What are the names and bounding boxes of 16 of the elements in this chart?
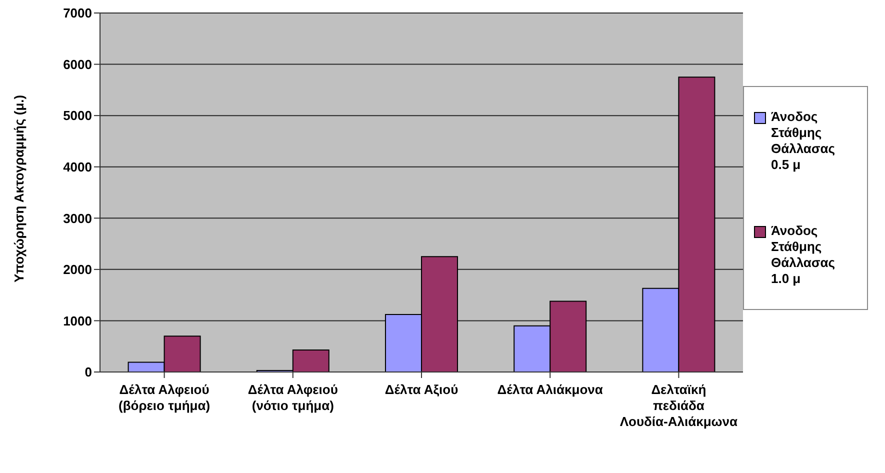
x-tick-label: Δέλτα Αλφειού (βόρειο τμήμα) <box>118 382 210 413</box>
legend-label: Άνοδος Στάθμης Θάλλασας 0.5 μ <box>771 109 836 173</box>
y-tick-label: 1000 <box>63 313 92 328</box>
y-tick-label: 2000 <box>63 262 92 278</box>
y-tick-label: 3000 <box>63 210 92 226</box>
x-tick-label: Δέλτα Αλφειού (νότιο τμήμα) <box>248 382 338 413</box>
legend-label: Άνοδος Στάθμης Θάλλασας 1.0 μ <box>771 223 836 287</box>
y-tick-label: 5000 <box>63 108 92 124</box>
y-tick-label: 0 <box>84 364 92 380</box>
y-tick-label: 4000 <box>63 159 92 174</box>
y-tick-label: 7000 <box>63 6 92 21</box>
y-axis-title: Υποχώρηση Ακτογραμμής (μ.) <box>12 94 27 282</box>
x-tick-label: Δέλτα Αλιάκμονα <box>497 382 603 397</box>
x-tick-label: Δέλτα Αξιού <box>384 382 459 397</box>
y-tick-label: 6000 <box>63 56 92 72</box>
x-tick-label: Δελταϊκή πεδιάδα Λουδία-Αλιάκμωνα <box>620 382 738 429</box>
